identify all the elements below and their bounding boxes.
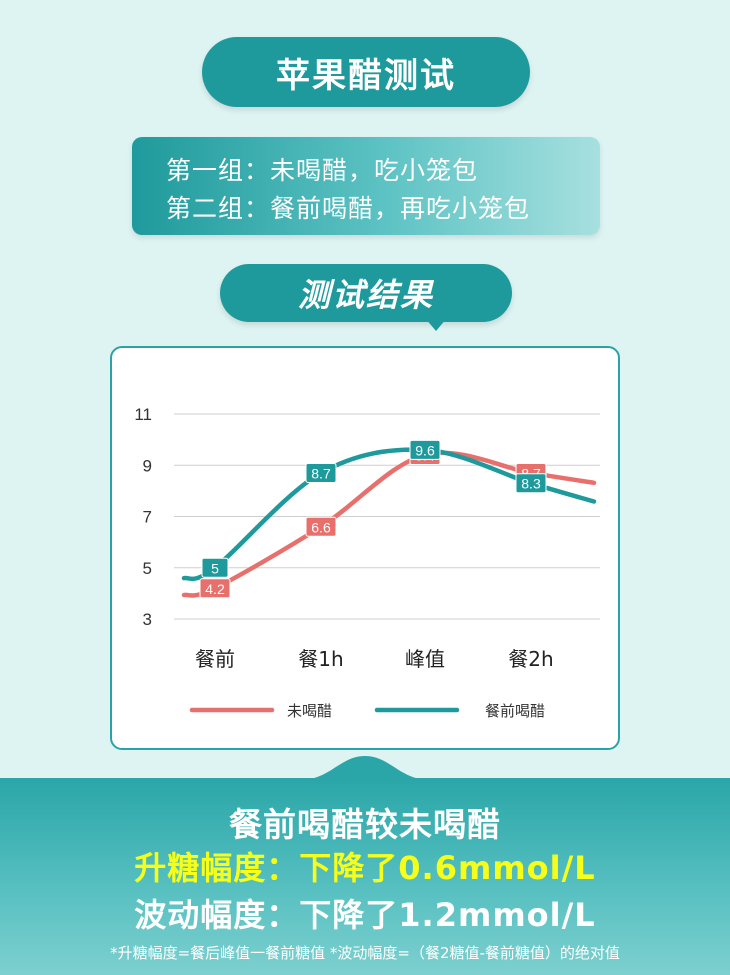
- x-tick-label: 餐2h: [508, 647, 553, 671]
- y-tick-label: 3: [143, 610, 152, 629]
- data-label-box: [199, 578, 231, 599]
- summary-rise-amplitude: 升糖幅度：下降了0.6mmol/L: [134, 849, 596, 887]
- y-tick-label: 9: [143, 456, 152, 475]
- y-tick-label: 11: [134, 405, 152, 424]
- legend-label: 餐前喝醋: [485, 702, 545, 720]
- data-label: 8.7: [311, 465, 331, 481]
- group-1-text: 第一组：未喝醋，吃小笼包: [166, 156, 479, 185]
- footnote: *升糖幅度=餐后峰值一餐前糖值 *波动幅度=（餐2糖值-餐前糖值）的绝对值: [110, 944, 620, 962]
- group-2-text: 第二组：餐前喝醋，再吃小笼包: [166, 194, 531, 223]
- page-title: 苹果醋测试: [202, 37, 530, 107]
- x-tick-label: 餐前: [195, 647, 235, 671]
- y-tick-label: 5: [143, 559, 152, 578]
- result-pointer-icon: [425, 318, 447, 331]
- x-tick-label: 餐1h: [298, 647, 343, 671]
- chart-card: 357911餐前餐1h峰值餐2h4.26.69.48.758.79.68.3未喝…: [110, 346, 620, 750]
- data-label-box: [201, 557, 229, 578]
- y-tick-label: 7: [143, 508, 152, 527]
- groups-box: 第一组：未喝醋，吃小笼包 第二组：餐前喝醋，再吃小笼包: [132, 137, 600, 235]
- band-bump-shape: [300, 756, 430, 780]
- summary-fluctuation-amplitude: 波动幅度：下降了1.2mmol/L: [134, 896, 596, 934]
- data-label-box: [305, 516, 337, 537]
- summary-band: [0, 778, 730, 975]
- x-tick-label: 峰值: [405, 647, 445, 671]
- data-label: 9.6: [415, 442, 435, 458]
- data-label: 5: [211, 560, 219, 576]
- data-label: 8.3: [521, 476, 541, 492]
- result-title: 测试结果: [220, 264, 512, 322]
- legend-label: 未喝醋: [287, 702, 332, 720]
- data-label: 6.6: [311, 519, 331, 535]
- line-chart: 357911餐前餐1h峰值餐2h4.26.69.48.758.79.68.3未喝…: [134, 405, 600, 720]
- summary-heading: 餐前喝醋较未喝醋: [229, 805, 501, 844]
- data-label-box: [305, 462, 337, 483]
- data-label-box: [409, 439, 441, 460]
- data-label-box: [515, 473, 547, 494]
- data-label: 4.2: [205, 581, 225, 597]
